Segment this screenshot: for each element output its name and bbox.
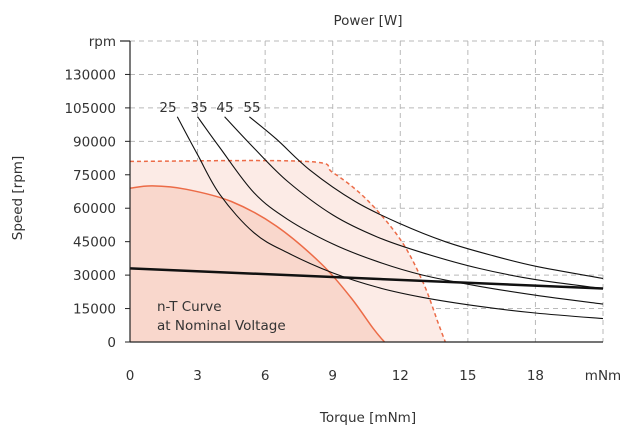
x-tick-label: 6 [261, 368, 270, 384]
operating-regions [129, 159, 447, 343]
x-tick-label: 0 [126, 368, 135, 384]
y-tick-label: 105000 [64, 101, 116, 117]
y-tick-label: 30000 [73, 268, 116, 284]
power-curves: 25 35 45 55 [129, 100, 604, 320]
continuous-region-fill [130, 185, 385, 342]
y-tick-label: 0 [107, 335, 116, 351]
power-curve-25 [176, 116, 604, 320]
tick-labels: 0 15000 30000 45000 60000 75000 90000 105000 130… [64, 67, 544, 384]
x-tick-label: 18 [527, 368, 544, 384]
chart-labels: Power [W] Torque [mNm] Speed [rpm] n-T C… [10, 13, 621, 426]
y-tick-label: 60000 [73, 201, 116, 217]
intermittent-region-boundary [129, 159, 447, 343]
x-unit-label: mNm [585, 368, 621, 384]
y-unit-label: rpm [89, 34, 116, 50]
power-curve-55 [249, 116, 604, 280]
annotation-line-1: n-T Curve [157, 299, 222, 315]
power-label-25: 25 [159, 100, 176, 116]
continuous-region-boundary [129, 185, 386, 343]
y-tick-label: 75000 [73, 168, 116, 184]
annotation-line-2: at Nominal Voltage [157, 318, 286, 334]
power-curve-35 [197, 116, 604, 305]
y-tick-label: 130000 [64, 67, 116, 83]
x-tick-label: 3 [193, 368, 202, 384]
y-tick-label: 90000 [73, 134, 116, 150]
power-curve-45 [224, 116, 604, 290]
power-label-45: 45 [216, 100, 233, 116]
y-tick-label: 45000 [73, 235, 116, 251]
x-tick-label: 12 [392, 368, 409, 384]
y-axis-title: Speed [rpm] [10, 156, 26, 240]
x-tick-label: 15 [459, 368, 476, 384]
x-tick-label: 9 [328, 368, 337, 384]
power-label-55: 55 [243, 100, 260, 116]
axis-frame [120, 40, 603, 343]
y-tick-label: 15000 [73, 302, 116, 318]
nominal-voltage-line [129, 267, 604, 290]
chart-title: Power [W] [334, 13, 403, 29]
power-label-35: 35 [190, 100, 207, 116]
x-axis-title: Torque [mNm] [319, 410, 416, 426]
